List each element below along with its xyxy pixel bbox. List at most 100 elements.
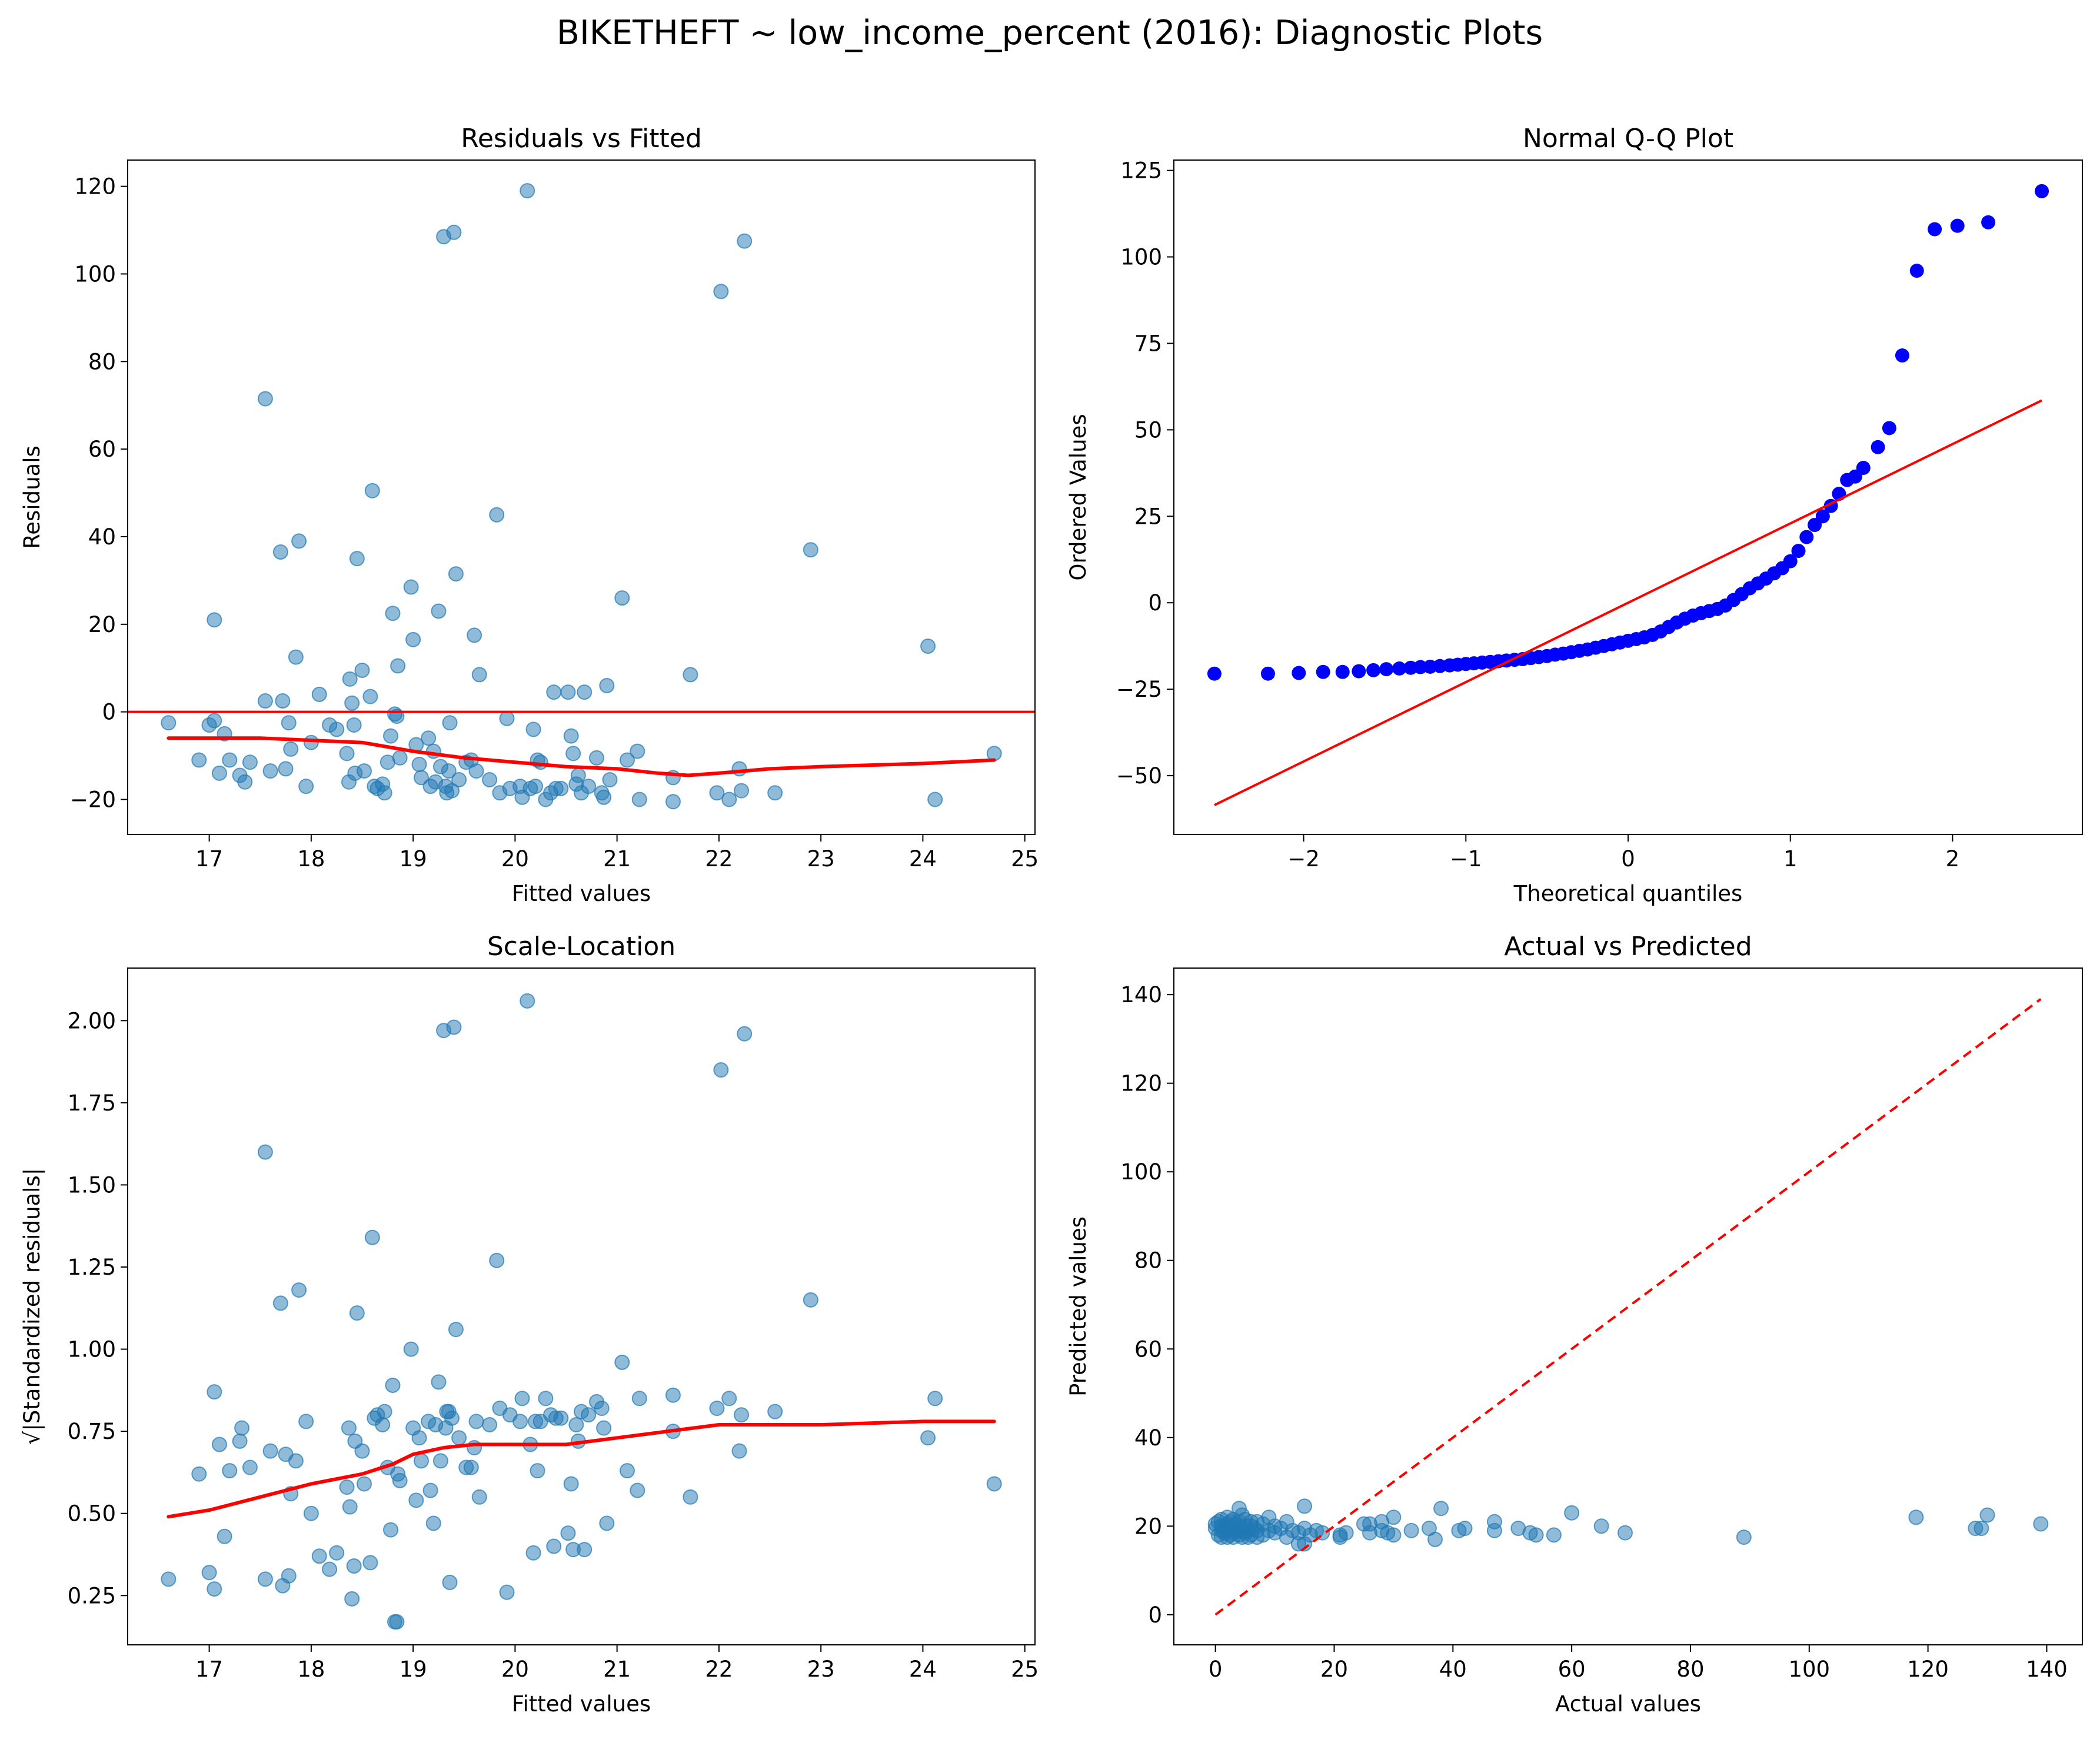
x-tick-label: 100	[1788, 1657, 1830, 1682]
panel-title: Residuals vs Fitted	[461, 124, 702, 154]
x-axis-label: Actual values	[1555, 1691, 1701, 1717]
x-tick-label: 22	[705, 846, 733, 872]
data-point	[288, 649, 304, 665]
y-tick-label: 40	[1134, 1425, 1162, 1451]
data-point	[1338, 1525, 1354, 1541]
qq-point	[1260, 666, 1275, 681]
data-point	[767, 1404, 783, 1419]
data-point	[468, 1414, 484, 1429]
y-tick-label: −25	[1116, 677, 1162, 702]
y-tick-label: 140	[1120, 982, 1162, 1008]
qq-point	[1791, 544, 1806, 558]
data-point	[222, 1463, 238, 1479]
data-point	[709, 785, 725, 801]
x-tick-label: 80	[1676, 1657, 1704, 1682]
x-axis-label: Theoretical quantiles	[1513, 881, 1743, 906]
data-point	[512, 1414, 528, 1429]
data-point	[211, 1437, 227, 1452]
data-point	[520, 183, 535, 199]
data-point	[1593, 1518, 1609, 1534]
y-axis-label: Ordered Values	[1066, 414, 1091, 580]
data-point	[356, 1476, 372, 1492]
axes-frame	[1173, 967, 2083, 1645]
qq-point	[1207, 666, 1222, 681]
data-point	[1403, 1522, 1419, 1538]
data-point	[356, 763, 372, 779]
data-point	[520, 993, 535, 1009]
data-point	[614, 1354, 630, 1370]
data-point	[446, 224, 462, 240]
y-tick-label: 0	[1148, 590, 1162, 616]
data-point	[403, 579, 419, 595]
data-point	[599, 1515, 615, 1531]
data-point	[489, 1252, 505, 1268]
data-point	[262, 1443, 278, 1459]
data-point	[291, 1282, 307, 1298]
data-point	[411, 756, 427, 772]
data-point	[683, 667, 698, 683]
data-point	[482, 772, 498, 787]
data-point	[920, 639, 936, 654]
data-point	[588, 750, 604, 766]
x-tick-label: 17	[195, 846, 223, 872]
data-point	[737, 233, 753, 249]
axes-frame	[127, 967, 1036, 1645]
data-point	[683, 1489, 698, 1505]
data-point	[596, 789, 612, 805]
qq-point	[1928, 222, 1942, 237]
data-point	[413, 770, 429, 786]
qq-point	[1981, 215, 1996, 230]
x-tick-label: 18	[297, 846, 325, 872]
identity-line	[1214, 998, 2042, 1616]
x-tick-label: 20	[1320, 1657, 1348, 1682]
data-point	[377, 785, 392, 801]
x-tick-label: 23	[807, 846, 835, 872]
qq-point	[1366, 663, 1381, 677]
data-point	[489, 507, 505, 523]
data-point	[803, 1292, 818, 1308]
y-tick-label: 1.75	[68, 1090, 116, 1116]
data-point	[383, 728, 399, 744]
data-point	[463, 1459, 479, 1475]
data-point	[565, 746, 581, 762]
data-point	[303, 734, 319, 750]
data-point	[283, 741, 299, 757]
x-tick-label: 17	[195, 1657, 223, 1682]
data-point	[1457, 1521, 1473, 1537]
data-point	[237, 774, 253, 790]
data-point	[721, 1391, 737, 1407]
data-point	[411, 1430, 427, 1446]
x-tick-label: 120	[1907, 1657, 1949, 1682]
axes-frame	[127, 159, 1036, 835]
y-tick-label: 80	[1134, 1248, 1162, 1274]
data-point	[631, 1391, 647, 1407]
data-point	[311, 1548, 327, 1564]
data-point	[362, 689, 378, 704]
normal-qq-panel: Normal Q-Q Plot −2 −1 0 1 2 −50 −25 0 25 50 75 100 12…	[1066, 124, 2083, 906]
data-point	[303, 1505, 319, 1521]
data-point	[191, 752, 207, 768]
data-point	[734, 783, 750, 799]
x-tick-label: 23	[807, 1657, 835, 1682]
qq-reference-line	[1214, 399, 2042, 806]
data-point	[553, 780, 569, 796]
data-point	[1736, 1529, 1752, 1545]
lowess-smoother-line	[167, 736, 996, 777]
data-point	[346, 1558, 362, 1574]
data-point	[298, 1414, 314, 1429]
data-point	[364, 1229, 380, 1245]
data-point	[298, 779, 314, 794]
data-point	[596, 1420, 612, 1436]
y-tick-label: 25	[1134, 504, 1162, 529]
data-point	[451, 772, 467, 787]
x-tick-label: 60	[1558, 1657, 1586, 1682]
data-point	[577, 684, 593, 700]
y-tick-label: 120	[74, 174, 116, 199]
data-point	[1617, 1525, 1633, 1541]
data-point	[471, 667, 487, 683]
qq-point	[1379, 662, 1394, 677]
x-tick-label: 25	[1011, 846, 1039, 872]
y-tick-label: 60	[88, 437, 116, 462]
y-tick-label: 0.25	[68, 1583, 116, 1608]
